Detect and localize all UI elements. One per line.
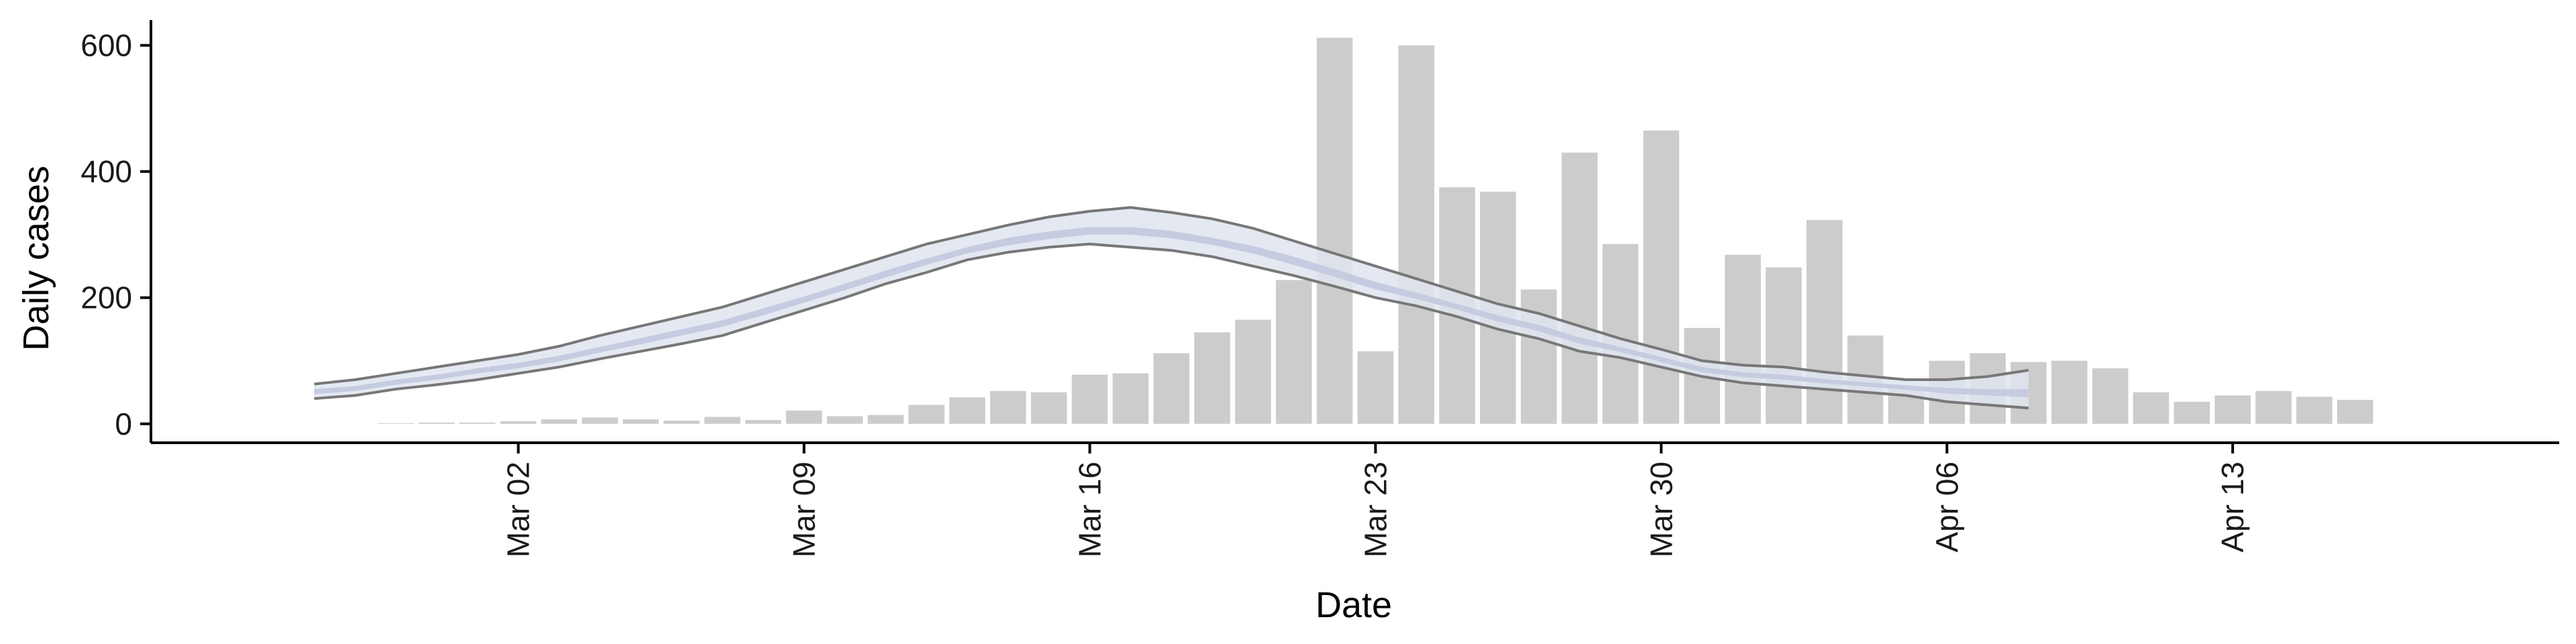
case-bar — [419, 422, 455, 424]
case-bar — [2337, 400, 2373, 424]
y-tick-label: 200 — [80, 280, 132, 315]
x-tick-label: Mar 02 — [501, 462, 536, 557]
case-bar — [704, 417, 741, 424]
case-bar — [826, 416, 863, 424]
case-bar — [460, 422, 496, 424]
estimate-lower-line — [314, 242, 2029, 410]
y-axis-title: Daily cases — [16, 166, 56, 351]
case-bar — [2174, 401, 2210, 424]
y-tick-label: 0 — [115, 407, 132, 441]
estimate-upper-line — [314, 206, 2029, 386]
case-bar — [867, 415, 904, 424]
axes-layer: 0 200 400 600 Mar 02 Mar 09 Mar 16 Mar 23 Mar 30… — [80, 20, 2559, 557]
case-bar — [2051, 360, 2088, 424]
x-axis-title: Date — [1316, 585, 1392, 625]
case-bar — [1398, 45, 1435, 424]
x-tick-label: Mar 09 — [787, 462, 822, 557]
case-bar — [949, 397, 985, 424]
case-bar — [2092, 368, 2129, 424]
case-bar — [745, 420, 782, 424]
case-bar — [1194, 332, 1230, 424]
case-bar — [1316, 38, 1353, 424]
case-bar — [1357, 351, 1394, 424]
labels-layer: Date Daily cases — [16, 166, 1392, 625]
x-tick-label: Mar 16 — [1072, 462, 1107, 557]
case-bar — [663, 421, 700, 424]
estimate-bands-layer — [314, 206, 2029, 410]
x-tick-label: Apr 06 — [1929, 462, 1964, 553]
case-bar — [786, 411, 822, 424]
case-bar — [2133, 392, 2169, 424]
case-bar — [990, 390, 1026, 424]
case-bar — [1275, 280, 1312, 424]
x-tick-label: Mar 23 — [1358, 462, 1393, 557]
bars-layer — [378, 38, 2373, 424]
case-bar — [1643, 130, 1680, 424]
case-bar — [541, 419, 578, 424]
estimate-band-90 — [314, 207, 2029, 409]
x-tick-label: Mar 30 — [1644, 462, 1678, 557]
case-bar — [2296, 396, 2332, 424]
case-bar — [1235, 319, 1271, 424]
case-bar — [1112, 373, 1149, 424]
case-bar — [378, 423, 414, 424]
case-bar — [908, 405, 945, 424]
case-bar — [1561, 152, 1598, 424]
case-bar — [1071, 374, 1108, 424]
case-bar — [582, 417, 619, 424]
case-bar — [1766, 267, 1802, 424]
x-tick-label: Apr 13 — [2215, 462, 2250, 553]
case-bar — [623, 419, 659, 424]
case-bar — [500, 421, 537, 424]
y-tick-label: 400 — [80, 154, 132, 189]
case-bar — [1030, 392, 1067, 424]
case-bar — [2255, 390, 2292, 424]
case-bar — [1806, 220, 1843, 424]
y-tick-label: 600 — [80, 28, 132, 63]
case-bar — [1725, 254, 1761, 424]
case-bar — [1153, 353, 1189, 424]
case-bar — [2214, 395, 2251, 424]
